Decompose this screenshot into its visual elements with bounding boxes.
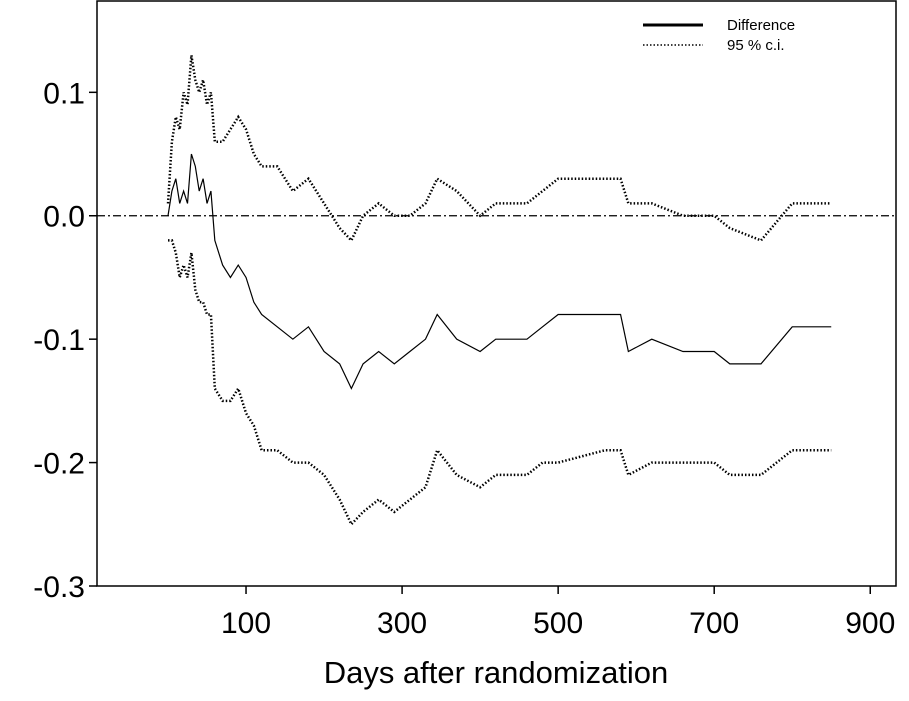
y-tick-label: 0.1	[43, 77, 85, 110]
data-line	[167, 153, 832, 390]
plot-frame	[96, 0, 897, 587]
legend-label: Difference	[727, 17, 795, 34]
y-tick-label: -0.2	[33, 448, 85, 481]
y-tick-label: 0.0	[43, 201, 85, 234]
x-tick-label: 900	[845, 607, 895, 640]
legend-label: 95 % c.i.	[727, 37, 785, 54]
x-tick-label: 700	[689, 607, 739, 640]
x-tick-label: 100	[221, 607, 271, 640]
y-tick-label: -0.3	[33, 571, 85, 604]
x-axis-label: Days after randomization	[324, 655, 669, 690]
y-tick-label: -0.1	[33, 324, 85, 357]
data-line	[166, 55, 832, 243]
x-tick-label: 300	[377, 607, 427, 640]
data-line	[168, 239, 832, 527]
x-tick-label: 500	[533, 607, 583, 640]
